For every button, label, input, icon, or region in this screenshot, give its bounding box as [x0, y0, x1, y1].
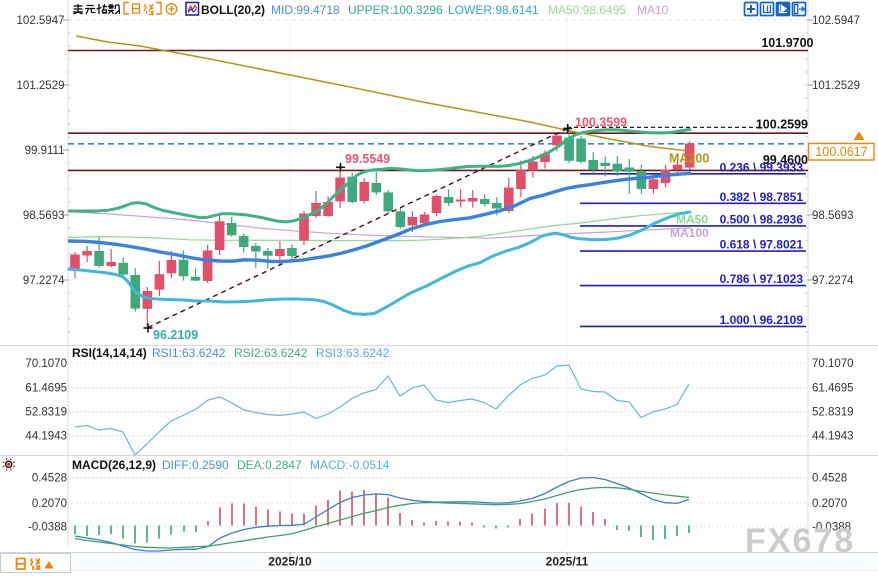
svg-text:102.5947: 102.5947	[812, 15, 860, 27]
svg-text:98.5693: 98.5693	[812, 210, 854, 222]
svg-text:MA50:98.6495: MA50:98.6495	[548, 3, 626, 17]
svg-text:MID:99.4718: MID:99.4718	[271, 3, 340, 17]
svg-text:70.1070: 70.1070	[25, 358, 67, 370]
svg-text:DEA:0.2847: DEA:0.2847	[237, 458, 302, 472]
svg-text:RSI3:63.6242: RSI3:63.6242	[316, 346, 390, 360]
svg-text:96.2109: 96.2109	[153, 328, 198, 342]
svg-text:99.9111: 99.9111	[25, 145, 65, 157]
svg-text:BOLL(20,2): BOLL(20,2)	[201, 3, 265, 17]
svg-text:0.2070: 0.2070	[812, 498, 847, 510]
svg-text:-0.0388: -0.0388	[28, 522, 67, 534]
svg-text:MA200: MA200	[669, 152, 709, 166]
svg-text:RSI1:63.6242: RSI1:63.6242	[152, 346, 226, 360]
svg-text:MA50: MA50	[676, 213, 708, 227]
svg-text:0.236 \ 99.3933: 0.236 \ 99.3933	[720, 160, 804, 174]
svg-text:101.2529: 101.2529	[17, 80, 65, 92]
svg-text:0.500 \ 98.2936: 0.500 \ 98.2936	[720, 212, 804, 226]
svg-text:MACD:-0.0514: MACD:-0.0514	[310, 458, 390, 472]
svg-text:MACD(26,12,9): MACD(26,12,9)	[72, 458, 156, 472]
svg-text:RSI(14,14,14): RSI(14,14,14)	[72, 346, 147, 360]
svg-text:99.4600: 99.4600	[763, 153, 808, 167]
svg-text:FX678: FX678	[745, 522, 855, 560]
svg-text:52.8319: 52.8319	[25, 407, 67, 419]
svg-text:DIFF:0.2590: DIFF:0.2590	[162, 458, 229, 472]
svg-text:101.2529: 101.2529	[812, 80, 860, 92]
svg-text:98.5693: 98.5693	[23, 210, 65, 222]
svg-text:44.1943: 44.1943	[812, 431, 854, 443]
svg-text:2025/11: 2025/11	[546, 555, 589, 569]
svg-text:0.2070: 0.2070	[32, 498, 67, 510]
svg-text:RSI2:63.6242: RSI2:63.6242	[234, 346, 308, 360]
svg-text:100.3599: 100.3599	[575, 116, 627, 130]
svg-text:100.2599: 100.2599	[756, 118, 808, 132]
svg-text:0.382 \ 98.7851: 0.382 \ 98.7851	[720, 190, 804, 204]
svg-text:0.4528: 0.4528	[812, 473, 847, 485]
svg-text:52.8319: 52.8319	[812, 407, 854, 419]
svg-text:MA10: MA10	[637, 3, 669, 17]
svg-text:61.4695: 61.4695	[25, 383, 67, 395]
svg-text:LOWER:98.6141: LOWER:98.6141	[448, 3, 539, 17]
svg-text:100.0617: 100.0617	[815, 145, 867, 159]
svg-text:61.4695: 61.4695	[812, 383, 854, 395]
svg-text:0.618 \ 97.8021: 0.618 \ 97.8021	[720, 238, 804, 252]
svg-text:97.2274: 97.2274	[23, 275, 65, 287]
svg-text:70.1070: 70.1070	[812, 358, 854, 370]
svg-text:0.786 \ 97.1023: 0.786 \ 97.1023	[720, 272, 804, 286]
svg-text:101.9700: 101.9700	[761, 36, 813, 50]
svg-text:44.1943: 44.1943	[25, 431, 67, 443]
svg-text:99.5549: 99.5549	[345, 152, 390, 166]
svg-text:2025/10: 2025/10	[268, 555, 312, 569]
svg-text:MA100: MA100	[670, 226, 709, 240]
svg-text:102.5947: 102.5947	[17, 15, 65, 27]
svg-text:-0.0388: -0.0388	[812, 522, 851, 534]
svg-text:1.000 \ 96.2109: 1.000 \ 96.2109	[720, 313, 804, 327]
svg-text:97.2274: 97.2274	[812, 275, 854, 287]
svg-text:UPPER:100.3296: UPPER:100.3296	[348, 3, 443, 17]
svg-text:0.4528: 0.4528	[32, 473, 67, 485]
